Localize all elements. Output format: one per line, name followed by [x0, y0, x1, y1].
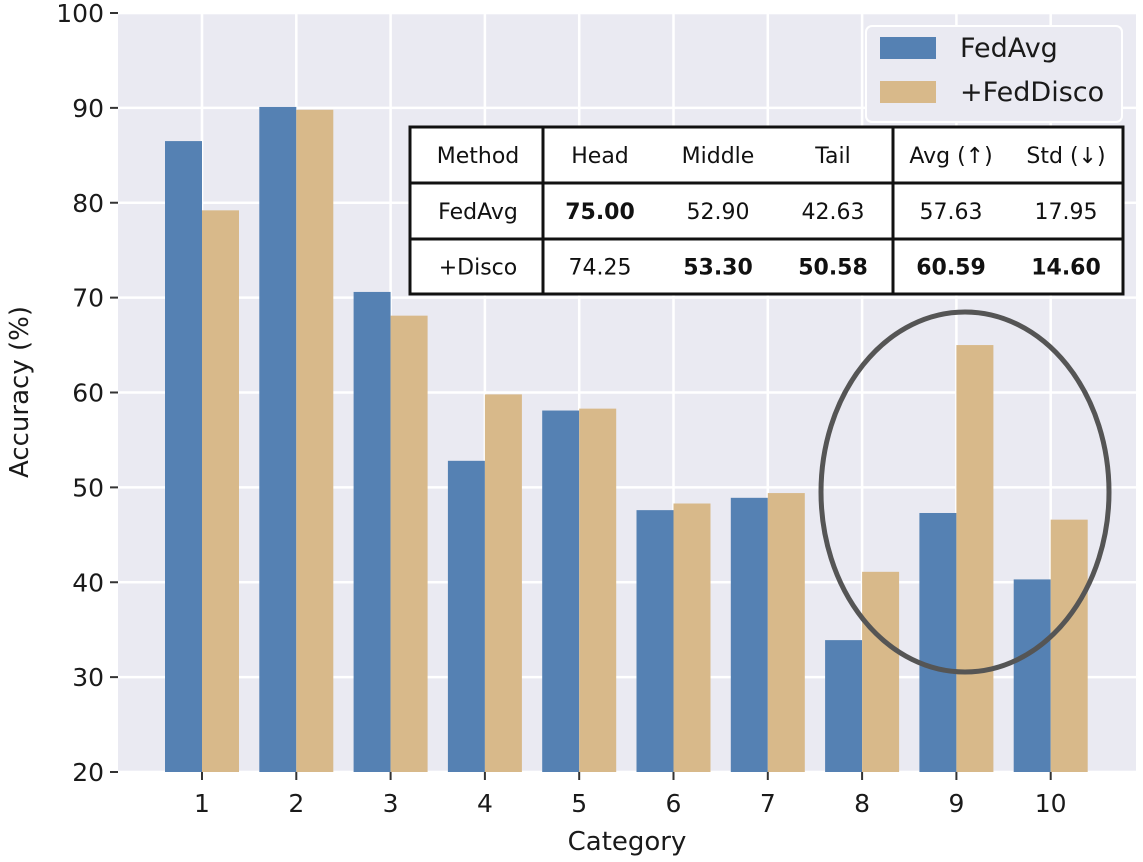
- summary-table: Method Head Middle Tail Avg (↑) Std (↓) FedAvg…: [408, 125, 1125, 296]
- y-tick-label: 90: [72, 94, 104, 123]
- x-tick-label: 8: [854, 789, 870, 818]
- bar-feddisco-2: [296, 109, 334, 772]
- bar-fedavg-3: [353, 291, 391, 772]
- x-tick-label: 3: [383, 789, 399, 818]
- bar-feddisco-7: [767, 493, 805, 772]
- table-cell: 53.30: [683, 256, 753, 281]
- bar-fedavg-9: [919, 512, 957, 772]
- x-tick-label: 10: [1035, 789, 1067, 818]
- bar-fedavg-7: [730, 497, 768, 772]
- y-tick-labels: 20 30 40 50 60 70 80 90 100: [56, 0, 118, 787]
- table-header-cell: Method: [437, 144, 520, 169]
- table-header-cell: Middle: [682, 144, 755, 169]
- legend-label: FedAvg: [960, 33, 1058, 64]
- y-tick-label: 20: [72, 758, 104, 787]
- table-header-cell: Std (↓): [1026, 144, 1105, 169]
- bar-feddisco-9: [956, 345, 994, 772]
- y-tick-label: 70: [72, 284, 104, 313]
- y-tick-label: 30: [72, 663, 104, 692]
- table-header-cell: Avg (↑): [909, 144, 992, 169]
- bar-feddisco-10: [1050, 519, 1088, 772]
- bar-feddisco-8: [862, 571, 900, 772]
- bars: [165, 106, 1088, 773]
- x-tick-label: 6: [666, 789, 682, 818]
- table-cell: 75.00: [565, 200, 635, 225]
- table-cell: 17.95: [1035, 200, 1098, 225]
- y-tick-label: 50: [72, 473, 104, 502]
- table-header-cell: Head: [571, 144, 629, 169]
- x-tick-label: 7: [760, 789, 776, 818]
- table-cell: 42.63: [802, 200, 865, 225]
- table-frame: [408, 125, 1125, 296]
- legend-swatch: [880, 37, 936, 59]
- table-cell: FedAvg: [438, 200, 518, 225]
- x-tick-label: 1: [194, 789, 210, 818]
- x-axis-label: Category: [568, 827, 687, 857]
- highlight-ellipse: [818, 309, 1112, 675]
- table-cell: 60.59: [916, 256, 986, 281]
- legend: FedAvg +FedDisco: [865, 25, 1123, 123]
- y-tick-label: 100: [56, 0, 104, 28]
- bar-feddisco-3: [390, 315, 428, 772]
- bar-fedavg-10: [1013, 579, 1051, 772]
- bar-feddisco-1: [202, 210, 239, 773]
- table-cell: 52.90: [687, 200, 750, 225]
- legend-label: +FedDisco: [960, 77, 1104, 108]
- bar-fedavg-4: [447, 460, 485, 772]
- bar-feddisco-4: [484, 394, 522, 772]
- x-tick-label: 2: [288, 789, 304, 818]
- table-cell: 14.60: [1031, 256, 1101, 281]
- x-tick-label: 9: [948, 789, 964, 818]
- bar-fedavg-6: [636, 510, 674, 772]
- x-tick-label: 4: [477, 789, 493, 818]
- x-tick-label: 5: [571, 789, 587, 818]
- bar-fedavg-1: [165, 141, 202, 773]
- table-cell: +Disco: [439, 256, 518, 281]
- table-header-cell: Tail: [814, 144, 851, 169]
- x-tick-labels: 1 2 3 4 5 6 7 8 9 10: [194, 772, 1067, 818]
- table-cell: 74.25: [569, 256, 632, 281]
- legend-swatch: [880, 81, 936, 103]
- bar-fedavg-2: [259, 106, 297, 772]
- bar-feddisco-5: [579, 408, 617, 772]
- bar-feddisco-6: [673, 503, 711, 772]
- y-tick-label: 60: [72, 379, 104, 408]
- y-axis-label: Accuracy (%): [5, 306, 35, 478]
- bar-fedavg-8: [825, 640, 863, 772]
- bar-fedavg-5: [542, 410, 580, 772]
- table-cell: 50.58: [798, 256, 868, 281]
- y-tick-label: 80: [72, 189, 104, 218]
- table-cell: 57.63: [920, 200, 983, 225]
- y-tick-label: 40: [72, 568, 104, 597]
